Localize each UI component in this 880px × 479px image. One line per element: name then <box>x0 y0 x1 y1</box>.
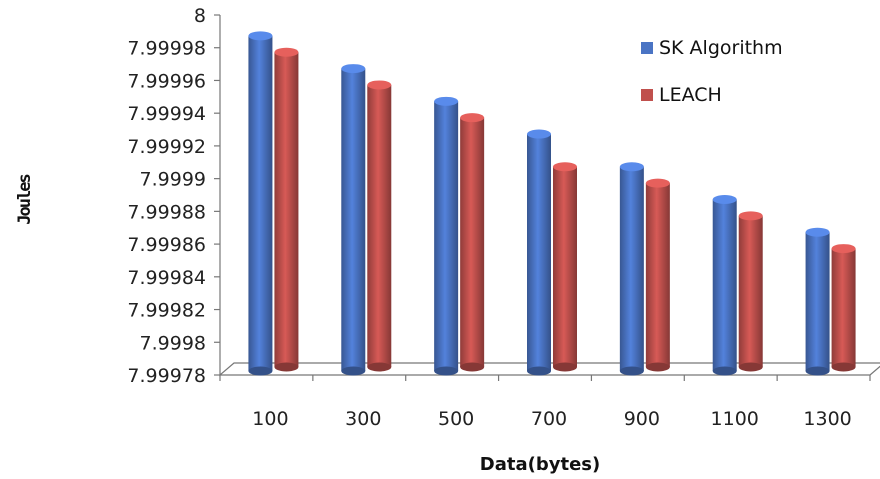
x-axis-label: Data(bytes) <box>480 454 600 475</box>
y-tick-labels: 7.99978 7.9998 7.99982 7.99984 7.99986 7.9998… <box>127 5 206 387</box>
bar-leach-300 <box>367 80 392 372</box>
x-tick-label: 700 <box>531 408 567 430</box>
x-tick-label: 900 <box>624 408 660 430</box>
legend-swatch <box>641 89 653 101</box>
x-tick-label: 300 <box>345 408 381 430</box>
y-tick-label: 7.99988 <box>127 201 206 223</box>
bar-sk-algorithm-300 <box>341 64 366 376</box>
bar-sk-algorithm-100 <box>248 31 273 376</box>
y-tick-label: 7.99998 <box>127 38 206 60</box>
bar-sk-algorithm-700 <box>527 129 551 376</box>
y-tick-label: 7.99982 <box>127 300 206 322</box>
legend: SK Algorithm LEACH <box>641 37 783 106</box>
x-tick-labels: 100 300 500 700 900 1100 1300 <box>252 408 851 430</box>
bar-sk-algorithm-500 <box>434 96 459 376</box>
bar-leach-1100 <box>738 211 763 372</box>
x-tick-label: 1100 <box>711 408 759 430</box>
y-tick-label: 7.99994 <box>127 103 206 125</box>
y-tick-label: 8 <box>194 5 206 27</box>
y-tick-label: 7.99984 <box>127 267 206 289</box>
x-tick-label: 500 <box>438 408 474 430</box>
y-axis-label: Joules <box>15 175 35 225</box>
y-tick-label: 7.99986 <box>127 234 206 256</box>
x-tick-label: 1300 <box>803 408 851 430</box>
legend-label: LEACH <box>659 84 722 106</box>
bar-leach-500 <box>460 113 485 372</box>
chart-bars <box>248 31 856 376</box>
legend-swatch <box>641 42 653 54</box>
bar-leach-100 <box>274 47 299 372</box>
bar-sk-algorithm-900 <box>619 162 644 376</box>
bar-leach-1300 <box>831 244 856 372</box>
legend-label: SK Algorithm <box>659 37 783 59</box>
bar-sk-algorithm-1100 <box>712 195 737 376</box>
legend-item: LEACH <box>641 84 722 106</box>
y-tick-label: 7.99992 <box>127 136 206 158</box>
y-tick-label: 7.9999 <box>140 169 206 191</box>
y-tick-label: 7.99996 <box>127 70 206 92</box>
y-tick-label: 7.9998 <box>140 332 206 354</box>
x-tick-label: 100 <box>252 408 288 430</box>
bar-leach-900 <box>645 178 670 372</box>
y-tick-label: 7.99978 <box>127 365 206 387</box>
bar-leach-700 <box>553 162 577 372</box>
bar-sk-algorithm-1300 <box>805 227 830 376</box>
legend-item: SK Algorithm <box>641 37 783 59</box>
